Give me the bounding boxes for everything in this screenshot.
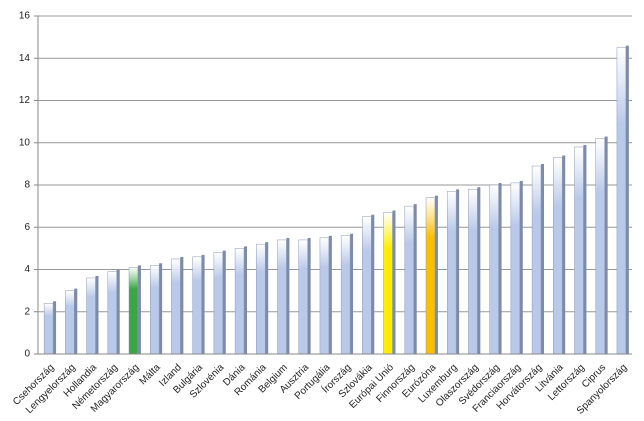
- y-tick-label: 2: [24, 306, 30, 317]
- bar: [340, 235, 351, 355]
- y-tick-label: 0: [24, 349, 30, 360]
- bar: [616, 47, 627, 355]
- bar: [553, 157, 563, 355]
- bar-side: [116, 269, 120, 354]
- bar-side: [413, 204, 417, 354]
- bar-side: [540, 163, 544, 354]
- bar: [65, 290, 75, 355]
- bar-side: [604, 136, 608, 354]
- bar-side: [286, 237, 290, 354]
- bar: [192, 256, 202, 355]
- bar: [213, 252, 224, 355]
- y-tick-label: 6: [24, 222, 30, 233]
- bar: [595, 138, 605, 355]
- bar-side: [328, 235, 332, 354]
- bar-side: [625, 45, 629, 354]
- bar: [404, 205, 414, 355]
- bar-side: [201, 254, 205, 354]
- bar-side: [137, 265, 141, 354]
- bar: [256, 243, 266, 355]
- bar: [446, 191, 457, 355]
- bar: [510, 182, 521, 355]
- bar: [128, 267, 139, 355]
- bar-side: [350, 233, 354, 354]
- bar: [425, 197, 436, 355]
- bar-side: [243, 246, 247, 354]
- bar-side: [74, 288, 78, 354]
- y-tick-label: 16: [19, 11, 31, 22]
- bar-side: [53, 301, 57, 354]
- y-tick-label: 8: [24, 180, 30, 191]
- bar: [468, 188, 478, 355]
- bar: [383, 212, 393, 355]
- bar: [298, 239, 308, 355]
- bar: [531, 165, 542, 355]
- bar: [149, 265, 160, 355]
- y-tick-label: 4: [24, 264, 30, 275]
- bar: [43, 303, 54, 355]
- bar: [362, 216, 372, 355]
- bar-side: [434, 195, 438, 354]
- bar-side: [498, 183, 502, 354]
- bar-side: [519, 180, 523, 354]
- bar-side: [392, 210, 396, 354]
- y-tick-label: 12: [19, 95, 31, 106]
- bar: [277, 239, 287, 355]
- bar-side: [180, 256, 184, 354]
- bar-side: [159, 263, 163, 354]
- bar: [234, 248, 245, 355]
- bar-side: [222, 250, 226, 354]
- bar: [319, 237, 330, 355]
- bar-side: [95, 275, 99, 354]
- bar: [489, 184, 499, 355]
- bar: [86, 277, 96, 355]
- bar-side: [562, 155, 566, 354]
- bar-side: [477, 187, 481, 354]
- bar-side: [307, 237, 311, 354]
- bar-side: [265, 242, 269, 354]
- y-tick-label: 14: [19, 53, 31, 64]
- bar-side: [456, 189, 460, 354]
- bar-side: [371, 214, 375, 354]
- bar: [171, 258, 181, 355]
- y-tick-label: 10: [19, 137, 31, 148]
- bar: [107, 271, 117, 355]
- bar-side: [583, 144, 587, 354]
- bar: [574, 146, 584, 355]
